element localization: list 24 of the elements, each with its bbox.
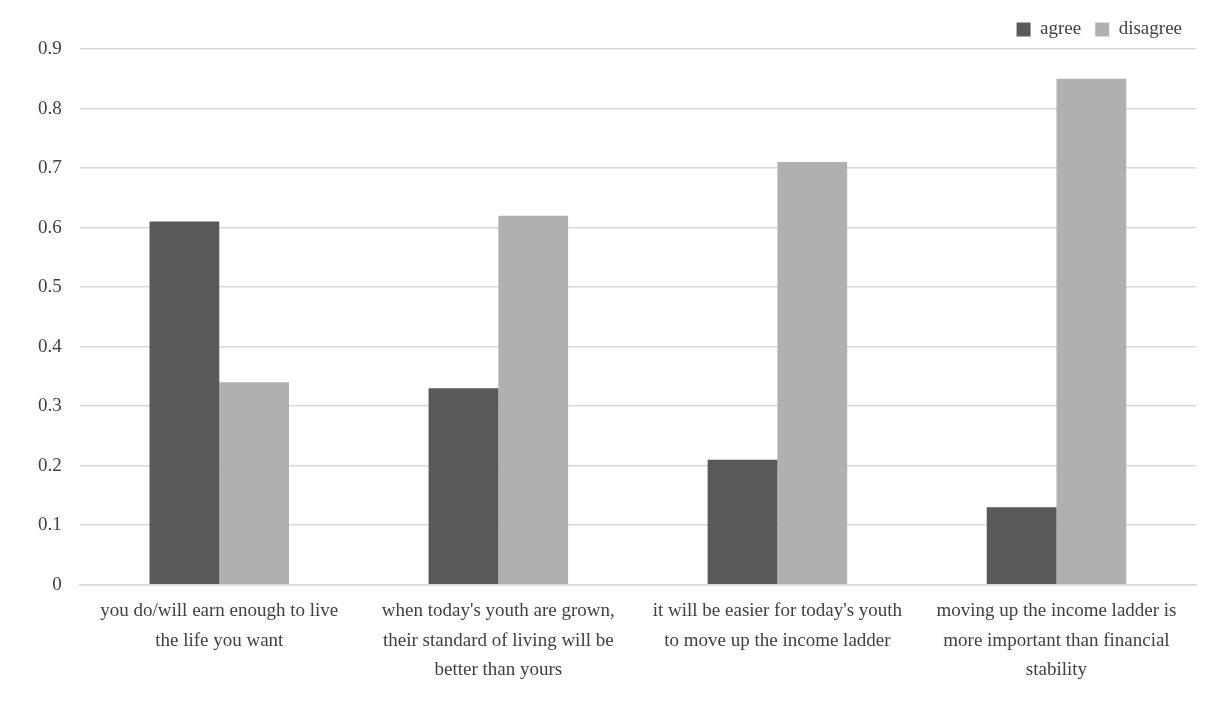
bar (777, 162, 848, 584)
y-tick-label: 0.7 (38, 156, 62, 178)
x-tick-label: when today's youth are grown, their standard of living will be better than yours (381, 599, 615, 680)
bar (707, 459, 778, 584)
y-tick-label: 0.1 (38, 513, 62, 535)
y-tick-label: 0.8 (38, 96, 62, 118)
y-tick-label: 0.3 (38, 394, 62, 416)
y-tick-label: 0 (52, 572, 62, 594)
y-tick-label: 0.6 (38, 215, 62, 237)
bar (149, 221, 220, 584)
legend-label: agree (1040, 17, 1082, 39)
y-tick-label: 0.4 (38, 334, 63, 356)
y-tick-label: 0.5 (38, 275, 62, 297)
bar (498, 215, 569, 584)
bar (1056, 78, 1127, 584)
y-tick-label: 0.9 (38, 36, 62, 58)
x-tick-label: moving up the income ladder is more important than financial stability (936, 599, 1177, 680)
y-tick-label: 0.2 (38, 453, 62, 475)
bar (428, 388, 499, 584)
x-tick-label: it will be easier for today's youth to move up the income ladder (652, 599, 903, 650)
x-tick-label: you do/will earn enough to live the life you want (100, 599, 339, 650)
bar (219, 382, 290, 584)
bar (986, 507, 1057, 584)
legend-label: disagree (1118, 17, 1183, 39)
